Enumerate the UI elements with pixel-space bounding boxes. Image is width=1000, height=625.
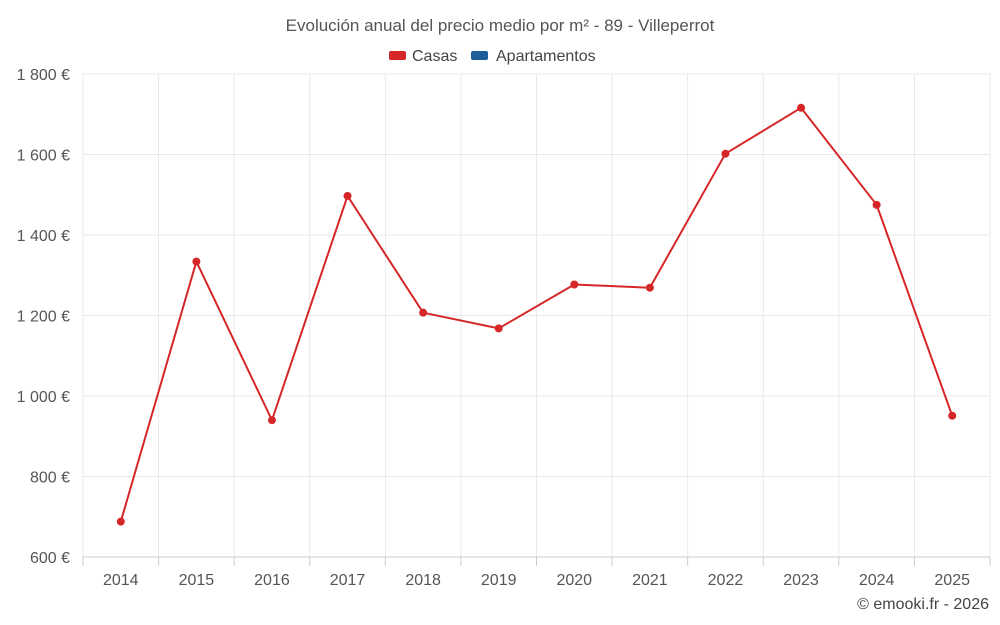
legend[interactable]: Casas Apartamentos (389, 48, 596, 65)
series-line-casas (119, 106, 954, 522)
x-tick-label: 2023 (783, 572, 819, 589)
data-point[interactable] (116, 517, 125, 526)
data-point[interactable] (797, 103, 806, 112)
data-point[interactable] (192, 257, 201, 266)
legend-swatch (471, 51, 488, 60)
y-tick-label: 800 € (30, 470, 70, 487)
series-lines (116, 103, 957, 526)
y-axis-ticks: 600 € 800 € 1 000 € 1 200 € 1 400 € 1 600 € 1 … (17, 67, 70, 567)
x-axis-ticks: 2014 2015 2016 2017 2018 2019 2020 2021 2022 2023… (103, 572, 970, 589)
data-point[interactable] (570, 280, 579, 289)
y-tick-label: 600 € (30, 550, 70, 567)
grid (82, 73, 991, 557)
data-point[interactable] (721, 149, 730, 158)
x-tick-label: 2025 (934, 572, 970, 589)
x-tick-label: 2017 (330, 572, 366, 589)
x-tick-label: 2021 (632, 572, 668, 589)
data-point[interactable] (645, 283, 654, 292)
y-tick-label: 1 600 € (17, 148, 70, 165)
legend-label: Casas (412, 48, 457, 65)
chart-title: Evolución anual del precio medio por m² … (286, 16, 715, 35)
data-point[interactable] (343, 191, 352, 200)
legend-item-casas[interactable]: Casas (389, 48, 457, 65)
credit-text: © emooki.fr - 2026 (857, 596, 989, 613)
legend-swatch (389, 51, 406, 60)
data-point[interactable] (494, 324, 503, 333)
x-tick-label: 2014 (103, 572, 139, 589)
legend-item-apartamentos[interactable]: Apartamentos (471, 48, 596, 65)
data-point[interactable] (948, 411, 957, 420)
x-tick-label: 2015 (179, 572, 215, 589)
x-tick-label: 2024 (859, 572, 895, 589)
x-tick-label: 2022 (708, 572, 744, 589)
y-tick-label: 1 400 € (17, 228, 70, 245)
axes (82, 556, 991, 566)
y-tick-label: 1 000 € (17, 389, 70, 406)
x-tick-label: 2016 (254, 572, 290, 589)
data-point[interactable] (872, 200, 881, 209)
x-tick-label: 2019 (481, 572, 517, 589)
data-point[interactable] (267, 416, 276, 425)
y-tick-label: 1 200 € (17, 309, 70, 326)
data-point[interactable] (419, 308, 428, 317)
x-tick-label: 2020 (556, 572, 592, 589)
x-tick-label: 2018 (405, 572, 441, 589)
y-tick-label: 1 800 € (17, 67, 70, 84)
legend-label: Apartamentos (496, 48, 596, 65)
